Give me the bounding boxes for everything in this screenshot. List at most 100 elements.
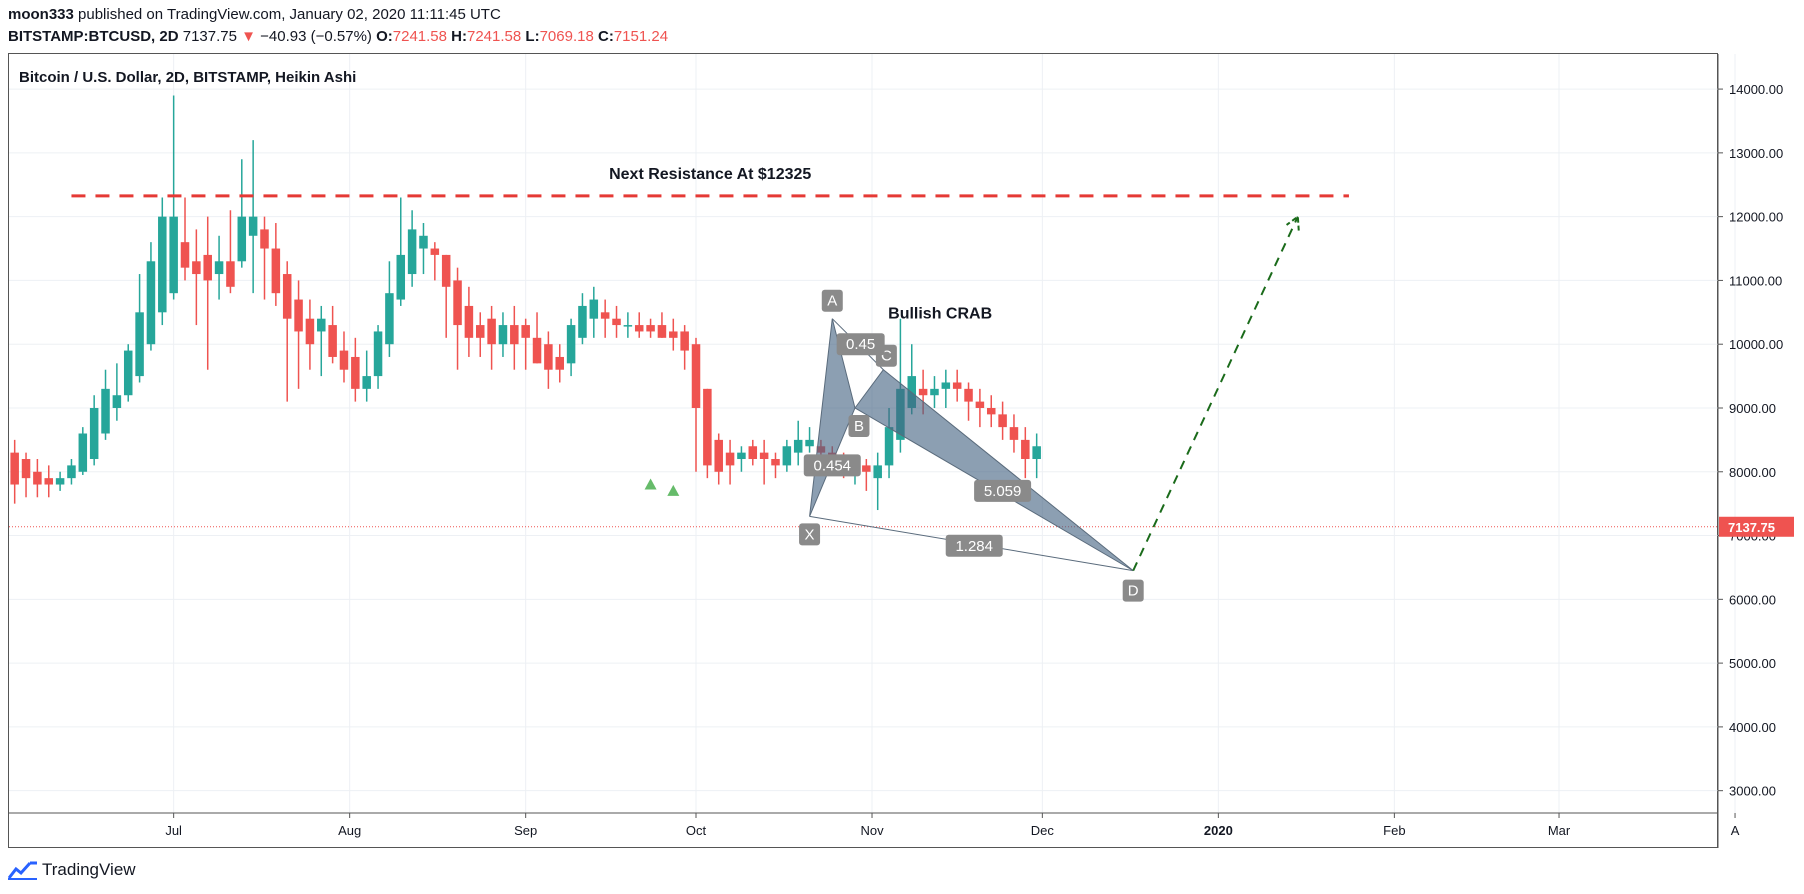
candle-body — [55, 478, 65, 485]
low-value: 7069.18 — [539, 28, 594, 45]
price-axis[interactable]: 14000.00 13000.00 12000.00 11000.00 10000.00… — [1717, 54, 1794, 848]
candle-body — [952, 382, 962, 389]
candle-body — [180, 242, 190, 268]
candle-body — [10, 452, 19, 485]
candle-body — [33, 471, 42, 485]
candle-body — [475, 325, 485, 338]
price-tick-label: 10000.00 — [1729, 337, 1783, 352]
publish-info: moon333 published on TradingView.com, Ja… — [8, 6, 501, 23]
pattern-ratio-label-text: 1.284 — [955, 538, 993, 555]
price-change: −40.93 (−0.57%) — [260, 28, 372, 45]
candle-body — [1021, 439, 1030, 460]
candle-body — [634, 325, 644, 332]
last-price-badge — [1719, 516, 1794, 537]
time-axis[interactable]: Jul Aug Sep Oct Nov Dec 2020 Feb Mar A — [9, 812, 1740, 838]
pattern-ratio-label-bg — [836, 333, 885, 356]
published-text: published on TradingView.com, January 02… — [78, 6, 501, 23]
candle-body — [328, 325, 337, 357]
candle-body — [646, 325, 655, 332]
candle-body — [964, 388, 973, 402]
close-value: 7151.24 — [613, 28, 669, 45]
signal-marker — [667, 484, 680, 496]
tradingview-logo-icon — [8, 861, 37, 880]
candle-body — [748, 446, 758, 460]
drawings[interactable]: Next Resistance At $12325 Bullish CRAB X A B… — [71, 166, 1349, 602]
time-tick-label: Sep — [514, 823, 537, 838]
candles — [10, 95, 1041, 511]
candle-body — [441, 254, 451, 287]
candle-body — [419, 235, 428, 249]
candle-body — [759, 452, 769, 460]
candle-body — [407, 229, 417, 275]
candle-body — [669, 331, 678, 338]
candle-body — [941, 382, 951, 389]
candle-body — [430, 248, 440, 255]
candle-body — [555, 356, 564, 370]
low-label: L: — [525, 28, 540, 45]
candle-body — [930, 388, 939, 396]
publisher-username[interactable]: moon333 — [8, 6, 74, 23]
candle-body — [260, 229, 269, 249]
pattern-ratio-label-bg — [945, 534, 1003, 557]
symbol-name: BITSTAMP:BTCUSD, 2D — [8, 28, 179, 45]
pattern-point-x: X — [799, 523, 821, 546]
tradingview-logo[interactable]: TradingView — [8, 860, 136, 880]
time-tick-label: Nov — [860, 823, 884, 838]
pattern-ratio-label: 0.454 — [803, 454, 861, 477]
candle-body — [351, 356, 360, 389]
pattern-point-a-bg — [821, 289, 843, 312]
price-tick-label: 4000.00 — [1729, 720, 1776, 735]
candle-body — [884, 427, 894, 466]
candle-body — [214, 261, 224, 275]
price-tick-label: 13000.00 — [1729, 146, 1783, 161]
pattern-point-a: A — [821, 289, 843, 312]
candle-body — [317, 318, 326, 332]
candle-body — [862, 465, 871, 472]
candle-body — [146, 261, 156, 345]
candle-body — [294, 299, 303, 332]
high-value: 7241.58 — [467, 28, 522, 45]
candle-body — [1009, 427, 1019, 440]
candle-body — [918, 388, 928, 396]
pattern-ratio-label-text: 5.059 — [984, 483, 1022, 500]
time-tick-label: Jul — [165, 823, 182, 838]
chart-title: Bitcoin / U.S. Dollar, 2D, BITSTAMP, Hei… — [19, 69, 356, 86]
last-price: 7137.75 — [182, 28, 237, 45]
time-tick-label: Dec — [1031, 823, 1055, 838]
pattern-point-b: B — [848, 414, 870, 437]
time-tick-label: A — [1731, 823, 1740, 838]
time-tick-label: 2020 — [1204, 823, 1233, 838]
price-tick-label: 3000.00 — [1729, 784, 1776, 799]
candle-body — [112, 395, 122, 408]
pattern-point-c-text: C — [881, 348, 892, 365]
brand-name: TradingView — [42, 860, 136, 879]
candle-body — [464, 305, 474, 338]
candle-body — [714, 439, 723, 472]
pattern-point-b-text: B — [854, 418, 864, 435]
candle-body — [805, 439, 814, 447]
time-tick-label: Feb — [1383, 823, 1405, 838]
pattern-point-b-bg — [848, 414, 870, 437]
candle-body — [680, 331, 689, 351]
open-label: O: — [376, 28, 393, 45]
candle-body — [873, 465, 882, 479]
close-label: C: — [597, 28, 614, 45]
price-tick-label: 5000.00 — [1729, 656, 1776, 671]
candle-body — [771, 459, 780, 466]
pattern-ratio-label-bg — [974, 479, 1032, 502]
candle-body — [975, 401, 985, 408]
candle-body — [532, 337, 542, 364]
last-price-label: 7137.75 — [1728, 520, 1775, 535]
candle-body — [453, 280, 462, 326]
candle-body — [578, 305, 587, 338]
candle-body — [782, 446, 792, 466]
time-tick-label: Oct — [686, 823, 707, 838]
price-tick-label: 11000.00 — [1729, 273, 1782, 288]
time-tick-label: Aug — [338, 823, 361, 838]
candle-body — [305, 318, 315, 345]
candle-body — [737, 452, 746, 460]
candle-body — [612, 318, 621, 326]
candle-body — [657, 325, 667, 338]
candle-body — [78, 433, 88, 472]
